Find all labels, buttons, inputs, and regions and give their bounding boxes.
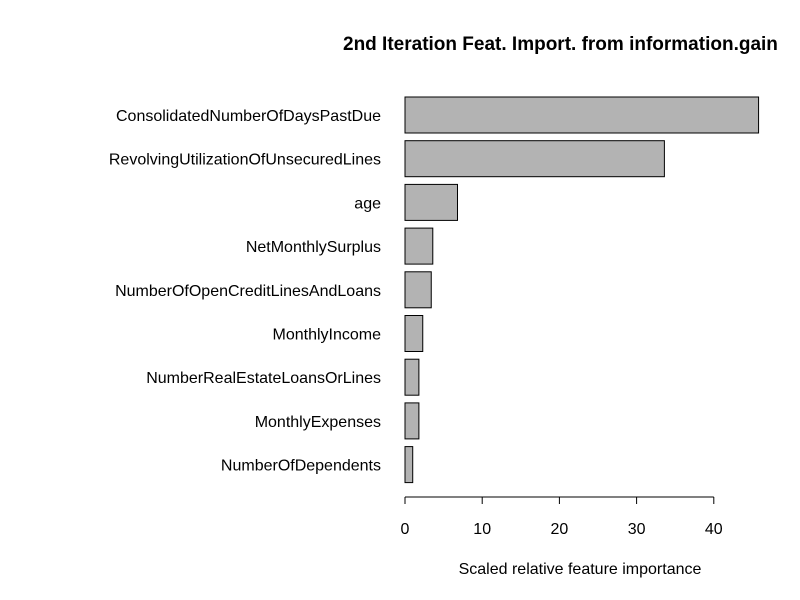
category-label-1: RevolvingUtilizationOfUnsecuredLines	[109, 152, 381, 169]
category-labels-group: ConsolidatedNumberOfDaysPastDue Revolving…	[109, 108, 381, 475]
x-tick-label-0: 0	[401, 521, 410, 538]
bar-1	[404, 140, 665, 178]
x-tick-label-2: 20	[551, 521, 569, 538]
x-tick-label-3: 30	[628, 521, 646, 538]
category-label-8: NumberOfDependents	[221, 458, 381, 475]
x-tick-label-4: 40	[705, 521, 723, 538]
category-label-7: MonthlyExpenses	[255, 414, 381, 431]
bar-0	[404, 96, 760, 134]
chart-title: 2nd Iteration Feat. Import. from informa…	[343, 34, 778, 55]
bar-4	[404, 271, 432, 309]
category-label-2: age	[354, 195, 381, 212]
category-label-4: NumberOfOpenCreditLinesAndLoans	[115, 283, 381, 300]
bar-3	[404, 227, 434, 265]
x-tick-label-1: 10	[473, 521, 491, 538]
x-axis: 0 10 20 30 40	[401, 496, 723, 538]
category-label-6: NumberRealEstateLoansOrLines	[146, 370, 381, 387]
category-label-0: ConsolidatedNumberOfDaysPastDue	[116, 108, 381, 125]
bar-5	[404, 315, 424, 352]
bar-8	[404, 446, 414, 484]
bars-group	[404, 96, 760, 484]
bar-2	[404, 183, 458, 221]
bar-6	[404, 358, 420, 396]
category-label-5: MonthlyIncome	[273, 327, 382, 344]
bar-7	[404, 402, 420, 440]
category-label-3: NetMonthlySurplus	[246, 239, 381, 256]
x-axis-title: Scaled relative feature importance	[459, 561, 702, 578]
